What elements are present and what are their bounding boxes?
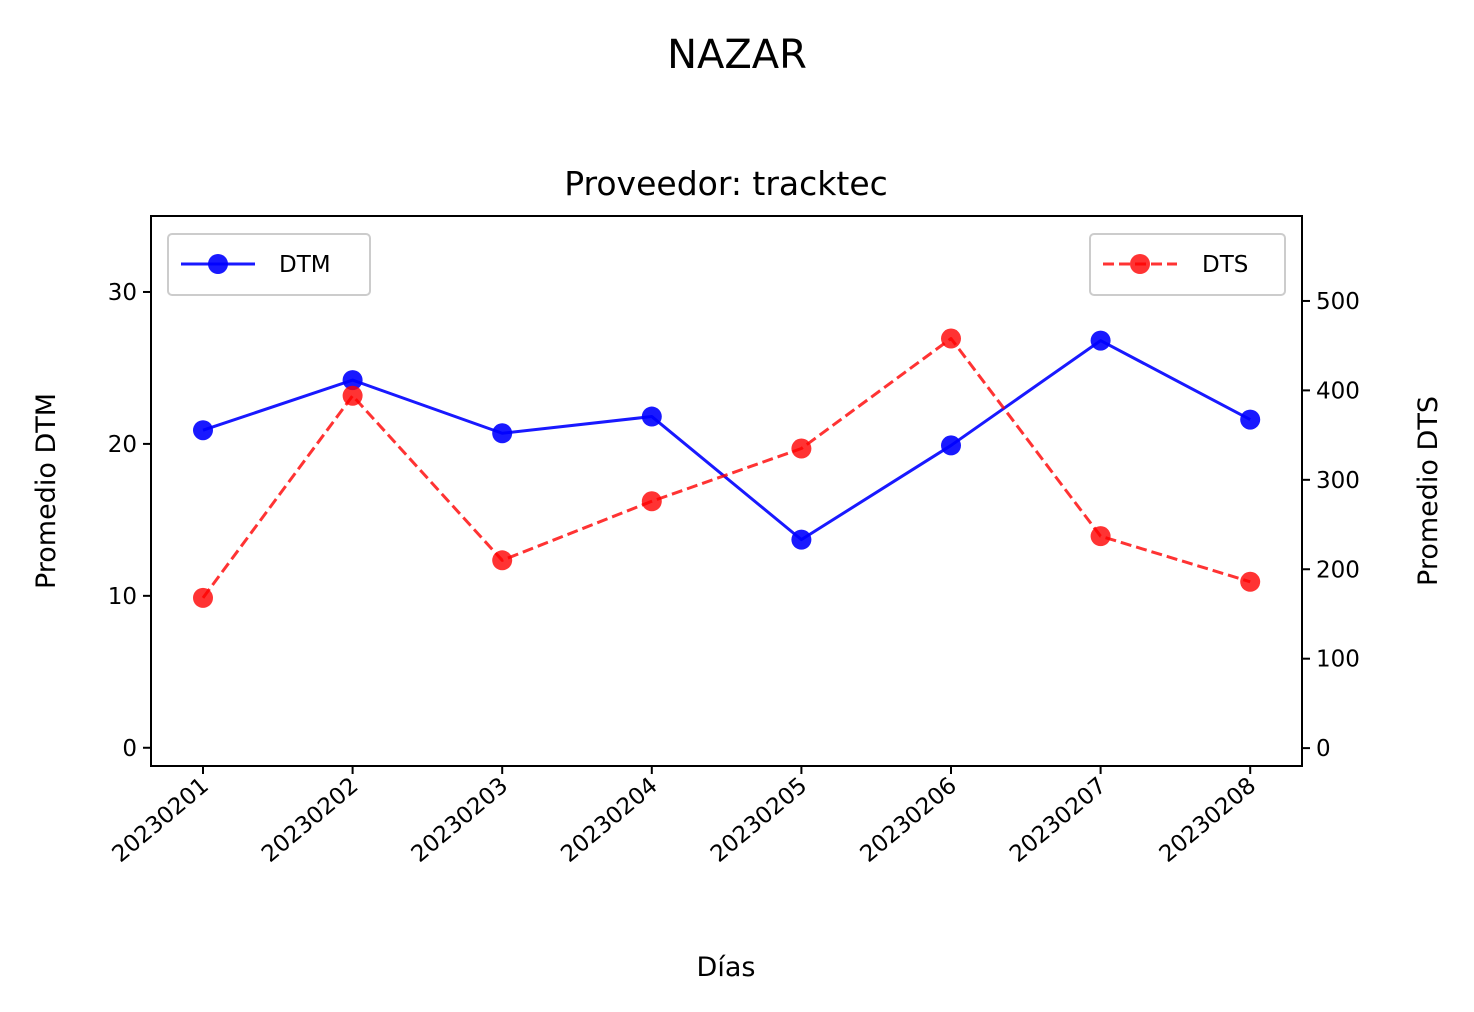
right-tick-label: 500 — [1316, 289, 1360, 315]
x-tick-label: 20230204 — [556, 773, 662, 868]
data-point-dts — [193, 587, 213, 608]
data-point-dtm — [342, 370, 363, 391]
x-tick-label: 20230202 — [257, 773, 363, 868]
data-point-dts — [1090, 526, 1111, 547]
data-point-dtm — [193, 420, 213, 441]
x-tick-label: 20230203 — [407, 773, 513, 868]
right-tick-label: 100 — [1316, 647, 1360, 673]
left-tick-label: 10 — [108, 584, 137, 610]
right-tick-label: 0 — [1316, 736, 1331, 762]
x-tick-label: 20230201 — [107, 773, 213, 868]
left-tick-label: 30 — [108, 280, 137, 306]
data-point-dts — [641, 491, 662, 512]
series-layer — [193, 328, 1261, 608]
chart-title: Proveedor: tracktec — [564, 164, 888, 203]
x-tick-label: 20230205 — [706, 773, 812, 868]
right-tick-label: 300 — [1316, 468, 1360, 494]
left-axis-label: Promedio DTM — [31, 393, 62, 589]
left-tick-label: 0 — [122, 736, 137, 762]
data-point-dtm — [1240, 409, 1261, 430]
data-point-dts — [342, 385, 363, 406]
legend-dtm-marker — [208, 254, 228, 274]
data-point-dts — [1240, 571, 1261, 592]
data-point-dts — [791, 438, 812, 459]
left-tick-label: 20 — [108, 432, 137, 458]
series-line-dtm — [202, 339, 1251, 542]
left-axis: 0 10 20 30 — [108, 280, 151, 762]
right-tick-label: 200 — [1316, 557, 1360, 583]
x-tick-label: 20230207 — [1005, 773, 1111, 868]
legend-dtm: DTM — [167, 233, 371, 296]
plot-area — [150, 215, 1303, 767]
figure-suptitle: NAZAR — [667, 32, 807, 78]
right-axis: 0 100 200 300 400 500 — [1302, 289, 1360, 762]
legend-dtm-box — [167, 233, 371, 296]
right-axis-label: Promedio DTS — [1413, 396, 1444, 586]
x-axis-label: Días — [697, 952, 756, 983]
data-point-dtm — [791, 529, 812, 550]
data-point-dtm — [492, 423, 513, 444]
legend-dts-marker — [1130, 254, 1150, 274]
legend-dts-box — [1089, 233, 1286, 296]
legend-dts: DTS — [1089, 233, 1286, 296]
x-tick-label: 20230208 — [1155, 773, 1261, 868]
x-tick-label: 20230206 — [855, 773, 961, 868]
legend-dts-label: DTS — [1202, 252, 1248, 278]
x-axis: 20230201 20230202 20230203 20230204 20230205… — [107, 766, 1261, 868]
data-point-dts — [492, 550, 513, 571]
data-point-dtm — [1090, 330, 1111, 351]
data-point-dts — [941, 328, 961, 349]
data-point-dtm — [641, 406, 662, 427]
right-tick-label: 400 — [1316, 378, 1360, 404]
plot-frame — [150, 215, 1303, 767]
data-point-dtm — [941, 435, 961, 456]
series-line-dts — [201, 337, 1251, 599]
legend-dtm-label: DTM — [279, 252, 331, 278]
